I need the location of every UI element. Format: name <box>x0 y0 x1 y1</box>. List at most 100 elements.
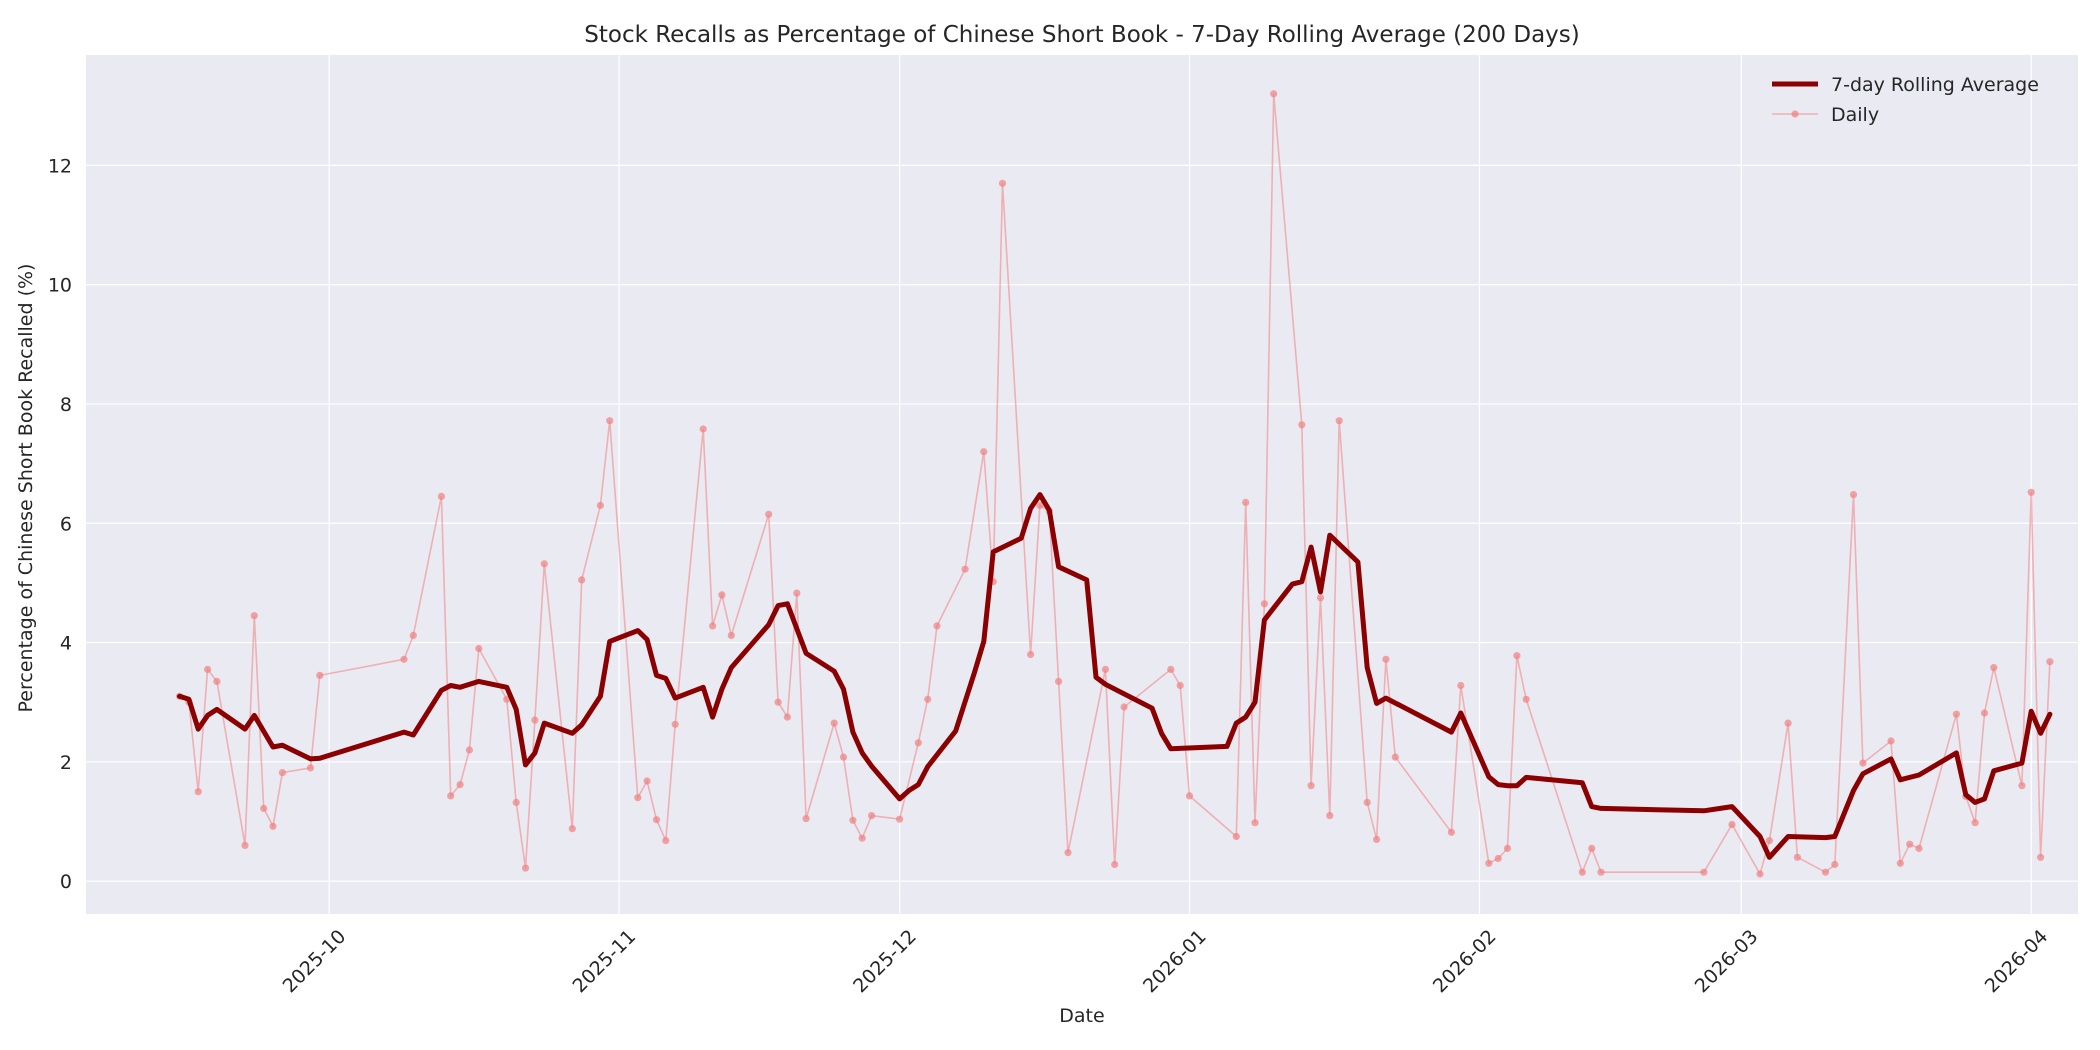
daily-point <box>596 501 605 509</box>
daily-point <box>1326 812 1334 820</box>
daily-point <box>1447 828 1455 836</box>
rolling-average-line <box>177 492 2053 860</box>
daily-point <box>1728 820 1736 829</box>
daily-point <box>961 565 969 573</box>
daily-point <box>709 622 717 630</box>
plot-area <box>86 55 2078 914</box>
daily-point <box>1251 819 1259 827</box>
daily-point <box>1485 859 1493 867</box>
daily-point <box>1765 837 1773 845</box>
legend-rolling-label: 7-day Rolling Average <box>1831 74 2039 96</box>
daily-point <box>1391 753 1399 761</box>
daily-point <box>1906 840 1914 848</box>
daily-point <box>914 739 922 747</box>
legend-daily-marker <box>1791 110 1799 118</box>
daily-point <box>1316 594 1325 602</box>
daily-point <box>1597 868 1605 876</box>
daily-point <box>2046 658 2054 666</box>
daily-point <box>643 777 651 785</box>
daily-point <box>699 425 707 433</box>
daily-point <box>980 448 988 456</box>
daily-point <box>1027 650 1035 659</box>
daily-point <box>1831 860 1839 869</box>
daily-point <box>409 631 417 640</box>
rolling-average-series <box>177 492 2053 860</box>
x-tick-label: 2026-01 <box>1139 926 1211 998</box>
x-axis-ticks: 2025-10 2025-11 2025-12 2026-01 2026-02 2026-… <box>279 926 2053 998</box>
daily-point <box>933 622 941 630</box>
daily-point <box>1578 868 1586 876</box>
daily-point <box>1185 792 1194 800</box>
daily-point <box>1307 782 1315 790</box>
daily-point <box>1242 498 1250 506</box>
daily-point <box>1260 600 1268 608</box>
legend: 7-day Rolling Average Daily <box>1772 74 2039 126</box>
daily-point <box>1971 819 1979 827</box>
daily-point <box>606 417 614 425</box>
daily-point <box>465 746 473 754</box>
y-tick-label: 4 <box>60 633 72 655</box>
daily-point <box>793 589 801 597</box>
daily-point <box>1915 844 1923 853</box>
daily-point <box>531 716 539 724</box>
chart-title: Stock Recalls as Percentage of Chinese S… <box>584 22 1580 48</box>
daily-point <box>652 816 661 824</box>
y-axis-ticks: 0 2 4 6 8 10 12 <box>48 155 72 893</box>
daily-point <box>1887 737 1895 745</box>
daily-point <box>1503 844 1512 853</box>
daily-point <box>568 825 576 833</box>
daily-point <box>1232 832 1240 841</box>
daily-point <box>204 665 212 674</box>
daily-point <box>1896 859 1904 867</box>
daily-point <box>1849 491 1858 499</box>
daily-point <box>1176 681 1184 690</box>
daily-point <box>194 788 202 796</box>
daily-point <box>1055 677 1063 686</box>
daily-point <box>1101 665 1109 674</box>
daily-point <box>437 492 445 500</box>
daily-point <box>578 576 586 584</box>
legend-daily-label: Daily <box>1831 104 1879 126</box>
x-tick-label: 2026-04 <box>1981 926 2053 998</box>
daily-point <box>1588 844 1596 853</box>
daily-point <box>830 719 838 727</box>
daily-point <box>278 769 286 777</box>
daily-point <box>1513 652 1521 660</box>
daily-point <box>2018 782 2026 790</box>
daily-point <box>783 713 792 721</box>
daily-point <box>718 591 726 599</box>
daily-point <box>250 612 258 620</box>
daily-point <box>1457 681 1465 690</box>
daily-point <box>241 841 249 850</box>
daily-point <box>802 815 810 823</box>
daily-point <box>269 822 277 830</box>
daily-point <box>1821 868 1830 876</box>
daily-point <box>400 655 408 663</box>
daily-point <box>1700 868 1708 876</box>
daily-point <box>1167 665 1175 674</box>
y-tick-label: 12 <box>48 155 72 177</box>
daily-point <box>1064 849 1072 857</box>
daily-point <box>839 753 848 761</box>
daily-point <box>447 792 455 800</box>
y-tick-label: 10 <box>48 275 72 297</box>
daily-point <box>2027 488 2035 496</box>
daily-point <box>1373 835 1381 844</box>
daily-point <box>1859 759 1867 767</box>
grid <box>86 55 2078 914</box>
daily-point <box>475 644 483 653</box>
daily-point <box>1270 90 1278 98</box>
y-tick-label: 8 <box>60 394 72 416</box>
daily-point <box>727 631 735 640</box>
x-tick-label: 2025-10 <box>279 926 351 998</box>
y-tick-label: 0 <box>60 871 72 893</box>
daily-point <box>634 794 642 802</box>
daily-point <box>540 560 548 568</box>
daily-point <box>1298 421 1306 429</box>
daily-point <box>868 812 876 820</box>
daily-point <box>512 798 520 807</box>
daily-point <box>1756 870 1764 878</box>
daily-point <box>1793 853 1801 861</box>
daily-point <box>896 815 904 823</box>
daily-point <box>765 510 773 518</box>
